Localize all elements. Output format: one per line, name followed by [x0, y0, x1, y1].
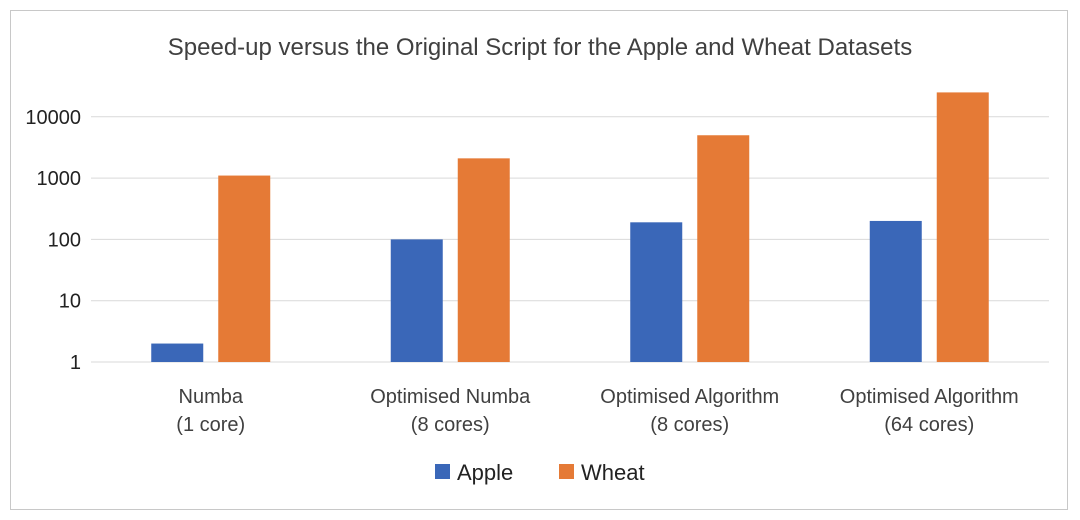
legend-swatch-apple [435, 464, 450, 479]
x-tick-label: (8 cores) [650, 414, 729, 436]
x-tick-label: Optimised Algorithm [600, 386, 779, 408]
bar-chart: Speed-up versus the Original Script for … [25, 34, 1049, 485]
x-tick-label: Optimised Algorithm [840, 386, 1019, 408]
x-axis-ticks: Numba (1 core) Optimised Numba (8 cores) Opt… [176, 386, 1018, 436]
y-axis-ticks: 1 10 100 1000 10000 [25, 107, 81, 374]
bar-apple [390, 239, 443, 362]
y-tick-label: 1 [70, 352, 81, 374]
y-tick-label: 100 [48, 229, 81, 251]
bar-apple [151, 343, 204, 362]
y-tick-label: 1000 [37, 168, 82, 190]
x-tick-label: (8 cores) [411, 414, 490, 436]
bar-apple [869, 220, 922, 362]
y-tick-label: 10000 [25, 107, 81, 129]
bar-wheat [457, 158, 510, 362]
y-tick-label: 10 [59, 291, 81, 313]
legend-swatch-wheat [559, 464, 574, 479]
chart-frame: Speed-up versus the Original Script for … [10, 10, 1068, 510]
legend-label-wheat: Wheat [581, 460, 645, 485]
bar-wheat [218, 175, 271, 362]
bar-wheat [697, 135, 750, 362]
x-tick-label: (1 core) [176, 414, 245, 436]
bar-apple [630, 222, 683, 362]
x-tick-label: Optimised Numba [370, 386, 531, 408]
bars [151, 92, 989, 362]
x-tick-label: (64 cores) [884, 414, 974, 436]
legend: Apple Wheat [435, 460, 645, 485]
legend-label-apple: Apple [457, 460, 513, 485]
x-tick-label: Numba [179, 386, 244, 408]
bar-wheat [936, 92, 989, 362]
chart-title: Speed-up versus the Original Script for … [168, 34, 912, 61]
